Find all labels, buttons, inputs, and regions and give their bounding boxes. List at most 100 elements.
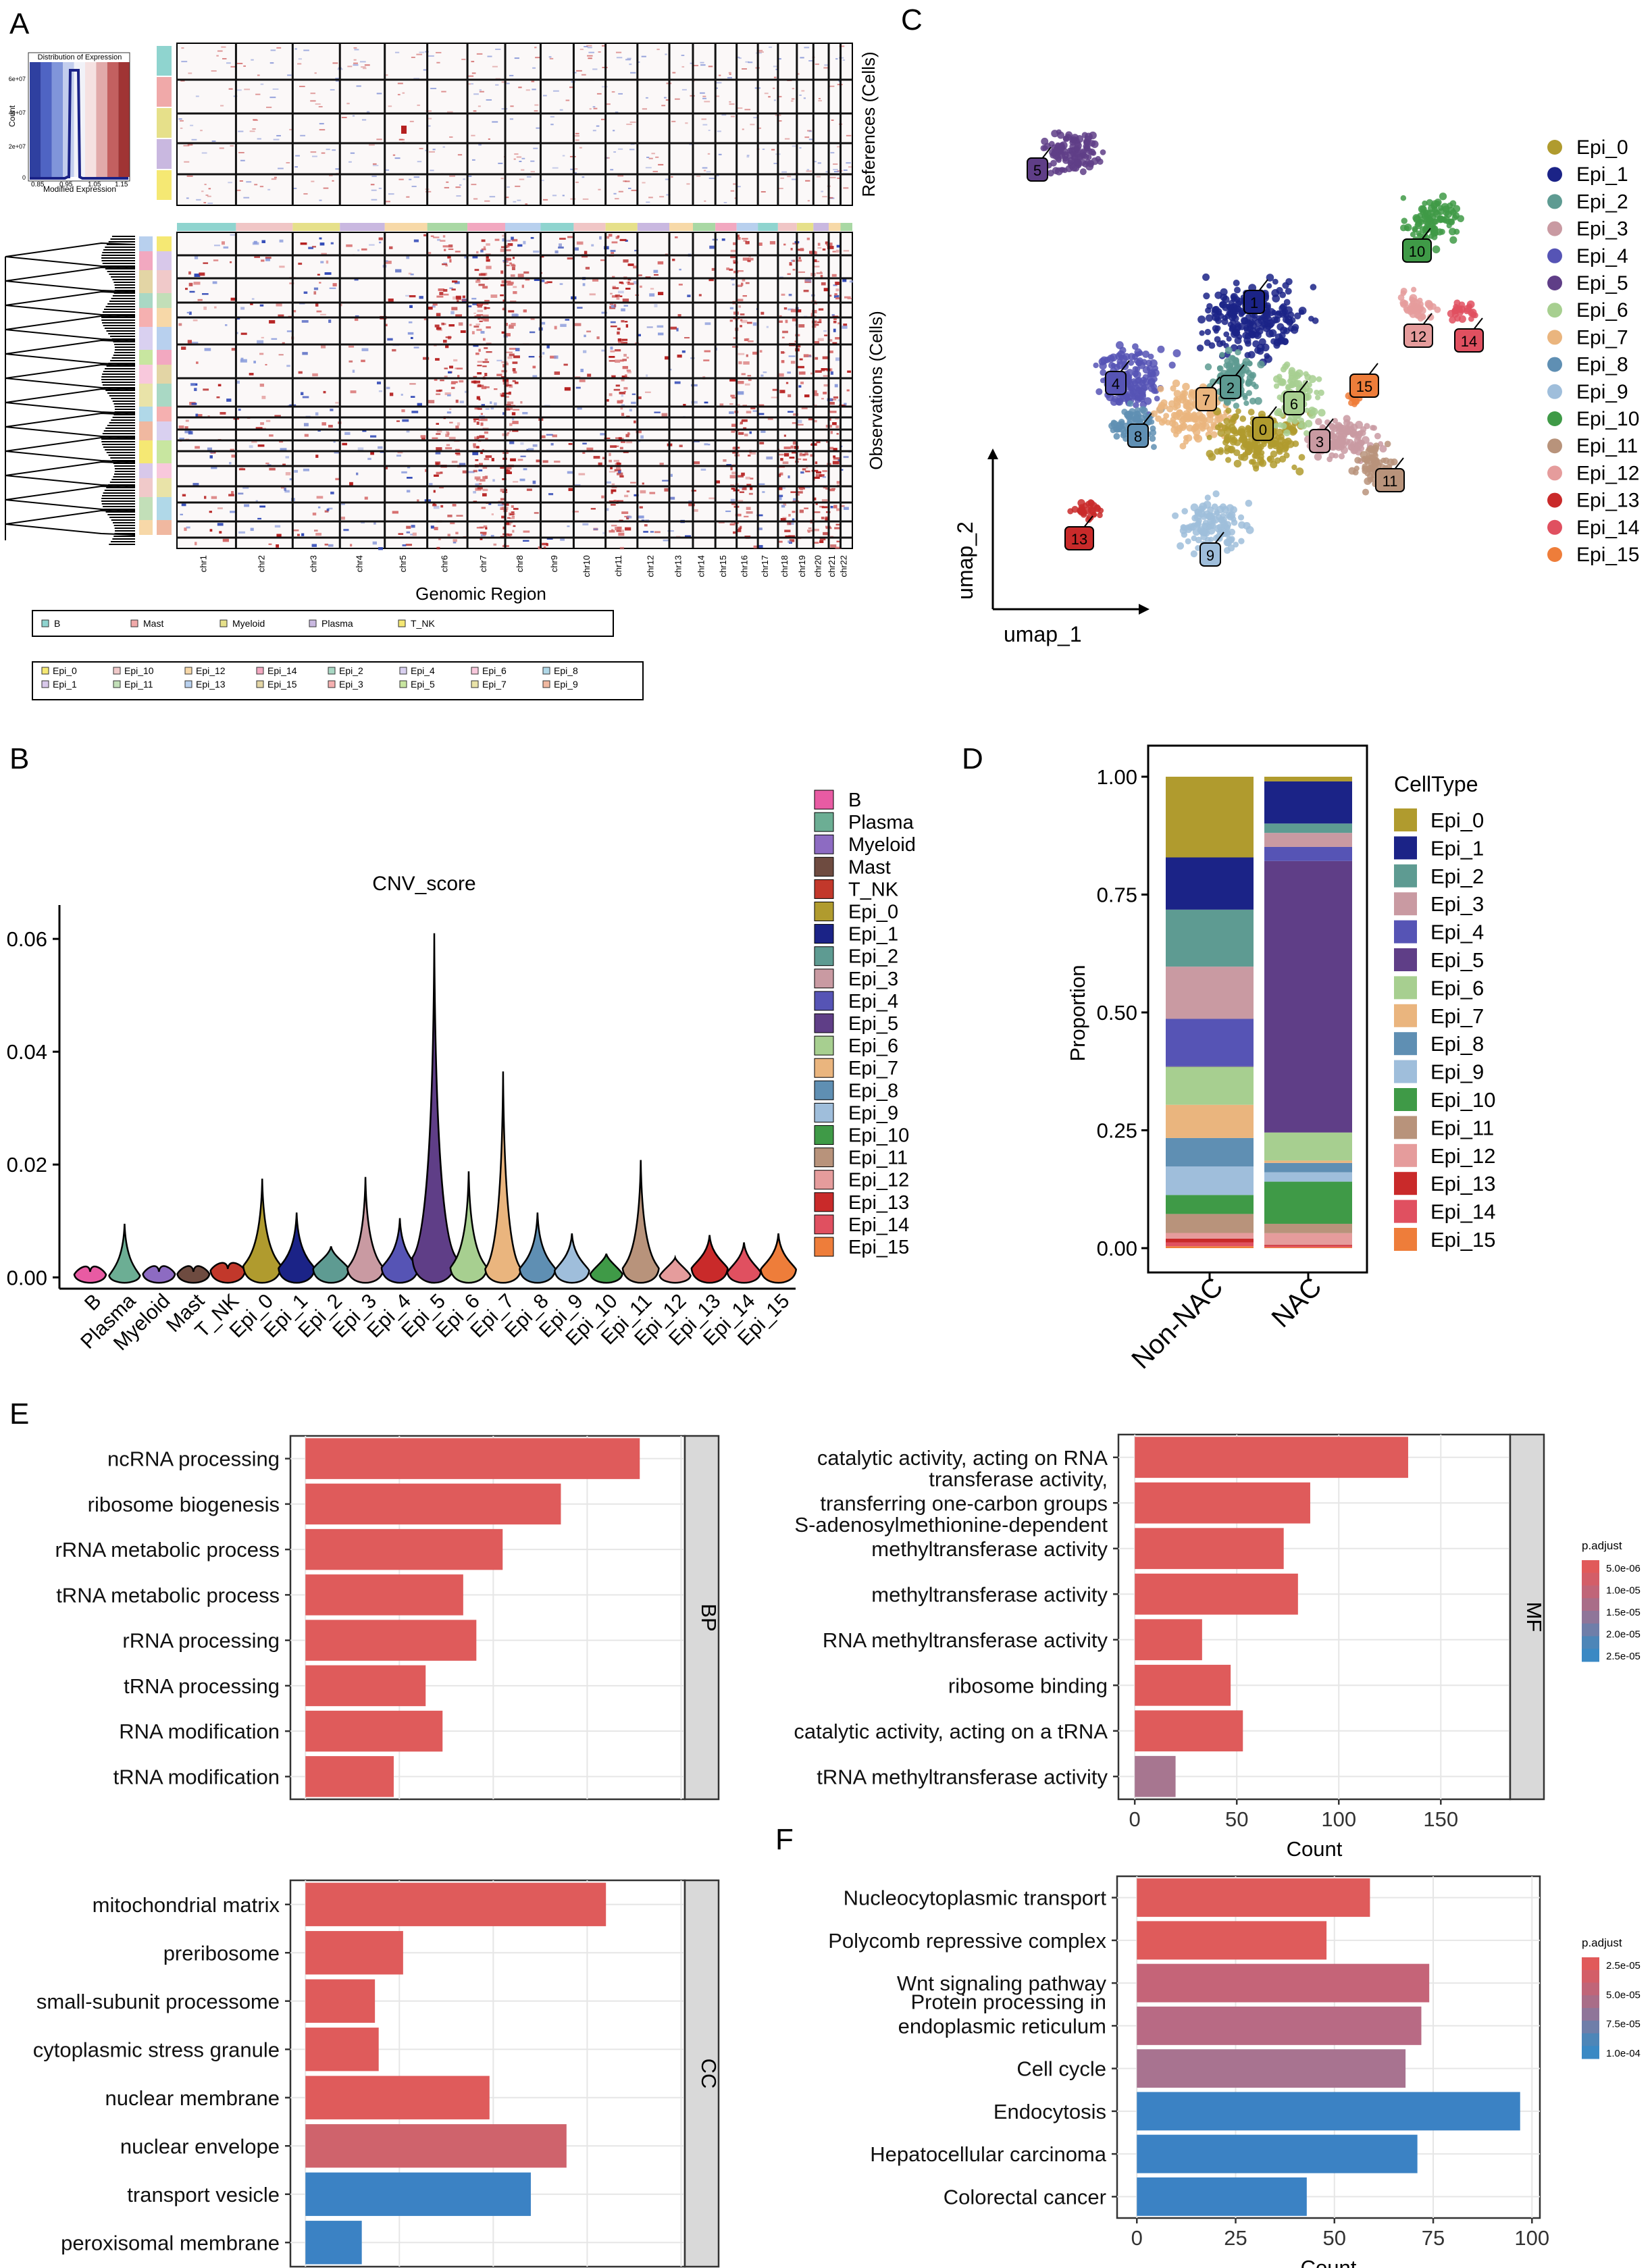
umap-point-Epi_4 <box>1139 391 1146 398</box>
observation-heatmap-cell <box>459 463 466 466</box>
umap-point-Epi_7 <box>1163 413 1170 419</box>
observation-heatmap-cell <box>601 495 604 498</box>
reference-heatmap-cell <box>219 147 224 149</box>
reference-heatmap-cell <box>509 74 514 76</box>
observation-heatmap-cell <box>231 455 235 458</box>
chromosome-strip-segment <box>384 223 428 231</box>
reference-heatmap-cell <box>536 127 540 129</box>
reference-heatmap-cell <box>764 93 769 95</box>
umap-point-Epi_4 <box>1137 361 1146 369</box>
umap-point-Epi_10 <box>1400 195 1407 201</box>
reference-heatmap-cell <box>702 95 706 97</box>
observation-heatmap-cell <box>238 531 245 534</box>
umap-point-Epi_10 <box>1441 215 1450 224</box>
observation-heatmap-cell <box>630 482 636 484</box>
observation-heatmap-cell <box>491 513 494 515</box>
umap-point-Epi_10 <box>1426 216 1433 223</box>
observation-heatmap-cell <box>586 447 594 451</box>
observation-heatmap-cell <box>217 384 222 387</box>
observation-heatmap-cell <box>253 240 257 244</box>
observation-heatmap-cell <box>308 247 313 249</box>
umap-point-Epi_6 <box>1283 429 1291 437</box>
umap-point-Epi_0 <box>1275 434 1281 440</box>
observation-heatmap-cell <box>476 328 482 331</box>
observation-heatmap-cell <box>483 246 486 250</box>
reference-heatmap-cell <box>652 170 659 172</box>
observation-heatmap-cell <box>450 311 455 315</box>
observation-heatmap-cell <box>502 234 505 237</box>
reference-heatmap-cell <box>188 72 192 74</box>
observation-heatmap-cell <box>315 532 322 536</box>
observation-heatmap-cell <box>423 234 427 236</box>
observation-heatmap-cell <box>278 354 284 356</box>
umap-point-Epi_2 <box>1233 403 1240 409</box>
observation-heatmap-cell <box>732 346 738 348</box>
reference-heatmap-cell <box>799 147 802 149</box>
observation-heatmap-cell <box>615 236 619 239</box>
observation-heatmap-cell <box>486 351 492 353</box>
observation-heatmap-cell <box>369 244 375 246</box>
reference-heatmap-cell <box>498 162 503 164</box>
observation-heatmap-cell <box>849 280 854 283</box>
observation-heatmap-cell <box>659 463 664 465</box>
observation-heatmap-cell <box>349 482 353 486</box>
observation-heatmap-cell <box>649 492 656 494</box>
observation-heatmap-cell <box>788 513 791 517</box>
observation-heatmap-cell <box>662 480 669 482</box>
observation-heatmap-cell <box>534 278 540 281</box>
reference-heatmap-cell <box>501 81 507 83</box>
reference-heatmap-cell <box>237 63 243 65</box>
observation-heatmap-cell <box>760 311 765 315</box>
observation-heatmap-cell <box>332 283 337 287</box>
reference-heatmap-cell <box>681 66 685 68</box>
observation-heatmap-cell <box>313 530 318 532</box>
observation-heatmap-cell <box>479 483 482 485</box>
observation-heatmap-cell <box>677 355 682 358</box>
observation-heatmap-cell <box>613 459 619 462</box>
observation-heatmap-cell <box>357 249 360 252</box>
observation-heatmap-cell <box>599 236 602 240</box>
reference-heatmap-cell <box>513 158 516 160</box>
reference-heatmap-cell <box>300 134 306 136</box>
observation-heatmap-cell <box>451 307 458 311</box>
umap-point-Epi_3 <box>1370 425 1376 431</box>
umap-point-Epi_10 <box>1447 202 1453 209</box>
observation-heatmap-cell <box>650 288 654 290</box>
observation-heatmap-cell <box>447 534 450 537</box>
observation-heatmap-cell <box>639 285 642 288</box>
umap-point-Epi_10 <box>1431 206 1438 213</box>
observation-heatmap-cell <box>188 282 193 286</box>
observation-heatmap-cell <box>820 271 823 273</box>
observation-heatmap-cell <box>793 440 798 444</box>
observation-heatmap-cell <box>475 483 480 487</box>
observation-heatmap-cell <box>361 359 365 363</box>
legend-label: Epi_0 <box>53 665 77 676</box>
observation-heatmap-cell <box>506 404 511 406</box>
observation-heatmap-cell <box>480 422 484 426</box>
observation-heatmap-cell <box>738 432 744 435</box>
observation-heatmap-cell <box>302 352 308 355</box>
umap-point-Epi_5 <box>1050 151 1057 157</box>
observation-heatmap-cell <box>730 498 735 502</box>
chromosome-label: chr22 <box>838 555 848 577</box>
reference-heatmap-cell <box>196 199 201 201</box>
reference-heatmap-cell <box>833 163 838 165</box>
chromosome-label: chr14 <box>696 555 706 577</box>
umap-point-Epi_3 <box>1379 445 1387 453</box>
reference-heatmap-cell <box>808 138 815 140</box>
observation-heatmap-cell <box>546 281 552 284</box>
observation-heatmap-cell <box>654 411 661 413</box>
observation-heatmap-cell <box>700 468 706 471</box>
observation-heatmap-cell <box>679 444 683 448</box>
reference-heatmap-cell <box>479 89 482 91</box>
observation-heatmap-cell <box>448 244 453 248</box>
observation-heatmap-cell <box>542 460 548 463</box>
observation-heatmap-cell <box>573 247 579 251</box>
observation-heatmap-cell <box>303 423 309 427</box>
observation-heatmap-cell <box>685 535 691 537</box>
observation-heatmap-cell <box>269 467 276 471</box>
observation-heatmap-cell <box>746 484 752 486</box>
umap-point-Epi_7 <box>1173 390 1181 398</box>
reference-heatmap-cell <box>294 48 297 50</box>
observation-heatmap-cell <box>554 461 561 463</box>
